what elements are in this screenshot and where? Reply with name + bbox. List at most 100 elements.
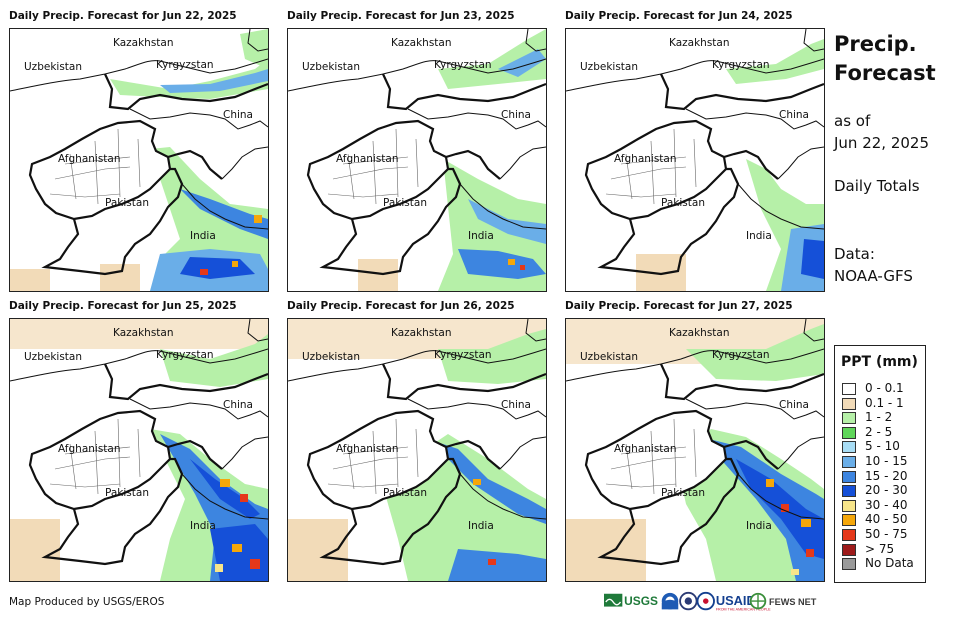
data-source-label: Data: <box>834 245 875 263</box>
as-of-date: as of Jun 22, 2025 <box>834 110 929 154</box>
state-dept-logo <box>679 591 698 611</box>
label-uzbekistan: Uzbekistan <box>580 61 638 73</box>
label-afghanistan: Afghanistan <box>336 443 399 455</box>
legend-label: 20 - 30 <box>865 483 908 498</box>
data-source-value: NOAA-GFS <box>834 267 913 285</box>
legend-swatch <box>842 456 856 468</box>
label-india: India <box>746 230 772 242</box>
label-afghanistan: Afghanistan <box>336 153 399 165</box>
svg-text:FROM THE AMERICAN PEOPLE: FROM THE AMERICAN PEOPLE <box>716 607 771 611</box>
panel-title: Daily Precip. Forecast for Jun 25, 2025 <box>9 300 237 312</box>
svg-text:USGS: USGS <box>624 594 658 608</box>
legend-label: 50 - 75 <box>865 527 908 541</box>
legend-swatch <box>842 412 856 425</box>
precip-map: Kazakhstan Uzbekistan Kyrgyzstan China A… <box>287 318 547 582</box>
label-pakistan: Pakistan <box>105 487 149 499</box>
precip-map: Kazakhstan Uzbekistan Kyrgyzstan China A… <box>9 318 269 582</box>
label-kyrgyzstan: Kyrgyzstan <box>712 59 770 71</box>
label-china: China <box>223 399 253 411</box>
label-india: India <box>190 230 216 242</box>
label-afghanistan: Afghanistan <box>58 153 121 165</box>
label-uzbekistan: Uzbekistan <box>580 351 638 363</box>
label-kazakhstan: Kazakhstan <box>113 327 174 339</box>
legend-swatch <box>842 441 856 454</box>
label-kyrgyzstan: Kyrgyzstan <box>156 59 214 71</box>
precip-map: Kazakhstan Uzbekistan Kyrgyzstan China A… <box>9 28 269 292</box>
forecast-title: Precip. Forecast <box>834 30 936 88</box>
svg-text:FEWS NET: FEWS NET <box>769 597 817 607</box>
legend-swatch <box>842 383 856 395</box>
legend-label: 30 - 40 <box>865 497 908 512</box>
legend-swatch <box>842 397 856 410</box>
label-china: China <box>779 399 809 411</box>
legend-swatch <box>842 426 856 439</box>
label-afghanistan: Afghanistan <box>614 153 677 165</box>
label-pakistan: Pakistan <box>383 487 427 499</box>
label-kyrgyzstan: Kyrgyzstan <box>434 349 492 361</box>
label-uzbekistan: Uzbekistan <box>302 351 360 363</box>
panel-title: Daily Precip. Forecast for Jun 27, 2025 <box>565 300 793 312</box>
legend-label: 1 - 2 <box>865 410 893 425</box>
legend-swatch <box>842 470 856 483</box>
title-line-1: Precip. <box>834 32 917 56</box>
label-india: India <box>190 520 216 532</box>
fews-net-logo: FEWS NET <box>749 592 817 610</box>
panel-title: Daily Precip. Forecast for Jun 26, 2025 <box>287 300 515 312</box>
title-line-2: Forecast <box>834 61 936 85</box>
noaa-logo <box>661 592 679 610</box>
precip-map: Kazakhstan Uzbekistan Kyrgyzstan China A… <box>565 318 825 582</box>
svg-text:USAID: USAID <box>716 593 756 608</box>
legend-label: 5 - 10 <box>865 439 900 454</box>
label-india: India <box>746 520 772 532</box>
label-kazakhstan: Kazakhstan <box>669 327 730 339</box>
label-kazakhstan: Kazakhstan <box>391 327 452 339</box>
legend-label: 40 - 50 <box>865 512 908 527</box>
data-source: Data: NOAA-GFS <box>834 243 913 287</box>
label-uzbekistan: Uzbekistan <box>302 61 360 73</box>
label-kazakhstan: Kazakhstan <box>113 37 174 49</box>
usaid-logo: USAID FROM THE AMERICAN PEOPLE <box>696 591 771 611</box>
precip-map: Kazakhstan Uzbekistan Kyrgyzstan China A… <box>287 28 547 292</box>
map-credit: Map Produced by USGS/EROS <box>9 596 165 608</box>
partner-logos: USGS USAID FROM THE AMERICAN PEOPLE FEWS… <box>604 591 817 611</box>
label-china: China <box>501 399 531 411</box>
as-of-value: Jun 22, 2025 <box>834 134 930 152</box>
label-pakistan: Pakistan <box>383 197 427 209</box>
label-china: China <box>779 109 809 121</box>
legend-swatch <box>842 499 856 512</box>
label-pakistan: Pakistan <box>661 487 705 499</box>
label-kyrgyzstan: Kyrgyzstan <box>434 59 492 71</box>
label-kyrgyzstan: Kyrgyzstan <box>712 349 770 361</box>
legend-swatch <box>842 514 856 527</box>
label-afghanistan: Afghanistan <box>614 443 677 455</box>
legend-swatch <box>842 529 856 541</box>
label-pakistan: Pakistan <box>661 197 705 209</box>
label-india: India <box>468 230 494 242</box>
legend-label: 0 - 0.1 <box>865 381 904 395</box>
legend-label: 0.1 - 1 <box>865 395 904 410</box>
label-uzbekistan: Uzbekistan <box>24 351 82 363</box>
legend-label: No Data <box>865 556 914 571</box>
label-kazakhstan: Kazakhstan <box>391 37 452 49</box>
label-kyrgyzstan: Kyrgyzstan <box>156 349 214 361</box>
panel-title: Daily Precip. Forecast for Jun 23, 2025 <box>287 10 515 22</box>
legend-title: PPT (mm) <box>841 354 918 370</box>
label-afghanistan: Afghanistan <box>58 443 121 455</box>
legend-label: 2 - 5 <box>865 424 893 439</box>
legend-label: 15 - 20 <box>865 468 908 483</box>
label-kazakhstan: Kazakhstan <box>669 37 730 49</box>
legend-label: 10 - 15 <box>865 454 908 468</box>
legend-label: > 75 <box>865 541 895 556</box>
usgs-logo: USGS <box>604 593 658 608</box>
legend-swatch <box>842 543 856 556</box>
label-uzbekistan: Uzbekistan <box>24 61 82 73</box>
period-label: Daily Totals <box>834 177 920 195</box>
label-india: India <box>468 520 494 532</box>
as-of-label: as of <box>834 112 871 130</box>
panel-title: Daily Precip. Forecast for Jun 24, 2025 <box>565 10 793 22</box>
legend-swatch <box>842 558 856 571</box>
label-china: China <box>223 109 253 121</box>
legend-swatch <box>842 485 856 498</box>
panel-title: Daily Precip. Forecast for Jun 22, 2025 <box>9 10 237 22</box>
